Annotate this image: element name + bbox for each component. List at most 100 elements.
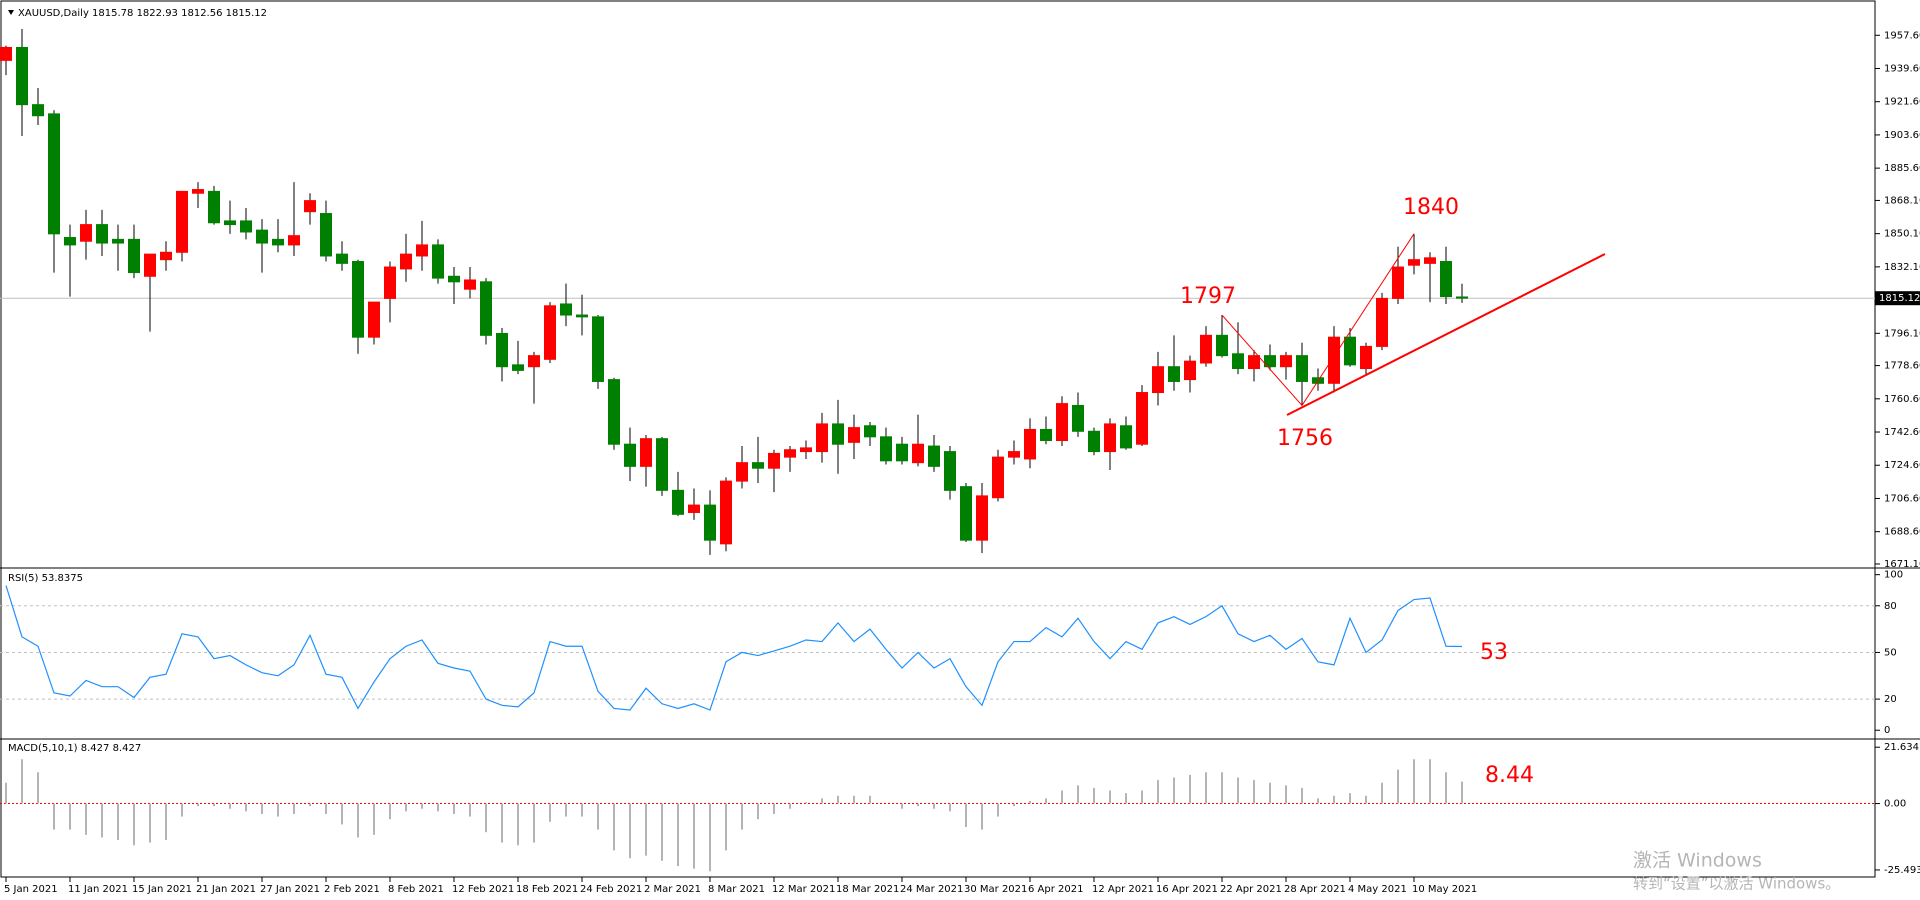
histogram-bar <box>1093 787 1095 804</box>
histogram-bar <box>405 803 407 812</box>
panel-title: XAUUSD,Daily 1815.78 1822.93 1812.56 181… <box>18 8 267 19</box>
candle-body <box>272 238 284 246</box>
y-tick-label: 0.00 <box>1884 799 1906 810</box>
y-tick-label: 1760.60 <box>1884 394 1920 405</box>
candle-body <box>624 443 636 467</box>
histogram-bar <box>645 803 647 856</box>
y-tick-label: 1939.60 <box>1884 63 1920 74</box>
x-tick-label: 28 Apr 2021 <box>1284 884 1346 895</box>
y-tick-label: 1885.60 <box>1884 163 1920 174</box>
histogram-bar <box>245 803 247 812</box>
histogram-bar <box>1173 777 1175 804</box>
candle-body <box>1264 355 1276 368</box>
histogram-bar <box>421 803 423 809</box>
histogram-bar <box>1413 759 1415 804</box>
y-tick-label: 1796.10 <box>1884 328 1920 339</box>
histogram-bar <box>725 803 727 851</box>
watermark-text: 转到“设置”以激活 Windows。 <box>1633 875 1840 893</box>
histogram-bar <box>693 803 695 869</box>
candle-body <box>1456 296 1468 299</box>
histogram-bar <box>229 803 231 809</box>
last-price-label: 1815.12 <box>1879 293 1920 304</box>
histogram-bar <box>1157 780 1159 804</box>
candle-body <box>288 235 300 246</box>
x-tick-label: 24 Mar 2021 <box>900 884 963 895</box>
candle-body <box>96 224 108 244</box>
candle-body <box>384 266 396 299</box>
histogram-bar <box>1045 798 1047 804</box>
histogram-bar <box>773 803 775 814</box>
histogram-bar <box>549 803 551 822</box>
y-tick-label: 1832.10 <box>1884 262 1920 273</box>
histogram-bar <box>293 803 295 814</box>
histogram-bar <box>965 803 967 827</box>
candle-body <box>1008 451 1020 458</box>
histogram-bar <box>1189 774 1191 804</box>
candle-body <box>1168 366 1180 382</box>
histogram-bar <box>101 803 103 838</box>
y-tick-label: 1957.60 <box>1884 30 1920 41</box>
candle-body <box>336 253 348 264</box>
candle-body <box>1296 355 1308 382</box>
x-tick-label: 18 Feb 2021 <box>516 884 578 895</box>
candle-body <box>1072 404 1084 432</box>
candle-body <box>1248 355 1260 370</box>
candle-body <box>544 305 556 360</box>
x-tick-label: 5 Jan 2021 <box>4 884 58 895</box>
histogram-bar <box>661 803 663 861</box>
x-tick-label: 30 Mar 2021 <box>964 884 1027 895</box>
histogram-bar <box>453 803 455 814</box>
candle-body <box>304 200 316 213</box>
panel-title: RSI(5) 53.8375 <box>8 573 83 584</box>
x-tick-label: 22 Apr 2021 <box>1220 884 1282 895</box>
histogram-bar <box>789 803 791 809</box>
candle-body <box>1088 430 1100 453</box>
histogram-bar <box>1333 795 1335 804</box>
histogram-bar <box>1061 790 1063 804</box>
candle-body <box>448 275 460 283</box>
candle-body <box>1200 334 1212 364</box>
histogram-bar <box>1349 793 1351 804</box>
histogram-bar <box>1029 800 1031 804</box>
y-tick-label: 1921.60 <box>1884 97 1920 108</box>
x-tick-label: 12 Mar 2021 <box>772 884 835 895</box>
last-price-box <box>1875 291 1920 306</box>
annotation: 53 <box>1480 640 1508 665</box>
histogram-bar <box>69 803 71 830</box>
histogram-bar <box>261 803 263 814</box>
y-tick-label: 80 <box>1884 601 1897 612</box>
histogram-bar <box>1301 787 1303 804</box>
histogram-bar <box>1317 798 1319 804</box>
histogram-bar <box>933 803 935 809</box>
candle-body <box>1056 403 1068 442</box>
histogram-bar <box>901 803 903 809</box>
y-tick-label: 1778.60 <box>1884 361 1920 372</box>
candle-body <box>784 449 796 458</box>
candle-body <box>320 213 332 257</box>
candle-body <box>864 425 876 438</box>
candle-body <box>112 238 124 244</box>
histogram-bar <box>85 803 87 835</box>
x-tick-label: 2 Mar 2021 <box>644 884 701 895</box>
histogram-bar <box>757 803 759 820</box>
candle-body <box>16 46 28 106</box>
candle-body <box>704 504 716 541</box>
histogram-bar <box>389 803 391 820</box>
candle-body <box>1408 259 1420 266</box>
histogram-bar <box>21 759 23 804</box>
candle-body <box>608 379 620 445</box>
x-tick-label: 12 Apr 2021 <box>1092 884 1154 895</box>
candle-body <box>400 253 412 270</box>
candle-body <box>1104 423 1116 453</box>
y-tick-label: 20 <box>1884 694 1897 705</box>
histogram-bar <box>149 803 151 843</box>
x-tick-label: 11 Jan 2021 <box>68 884 128 895</box>
histogram-bar <box>1205 772 1207 804</box>
candle-body <box>1040 428 1052 442</box>
plot-frame <box>0 0 1876 878</box>
candle-body <box>560 303 572 316</box>
y-tick-label: 1688.60 <box>1884 527 1920 538</box>
rsi-line <box>5 585 1463 711</box>
trend-line <box>1286 253 1606 416</box>
